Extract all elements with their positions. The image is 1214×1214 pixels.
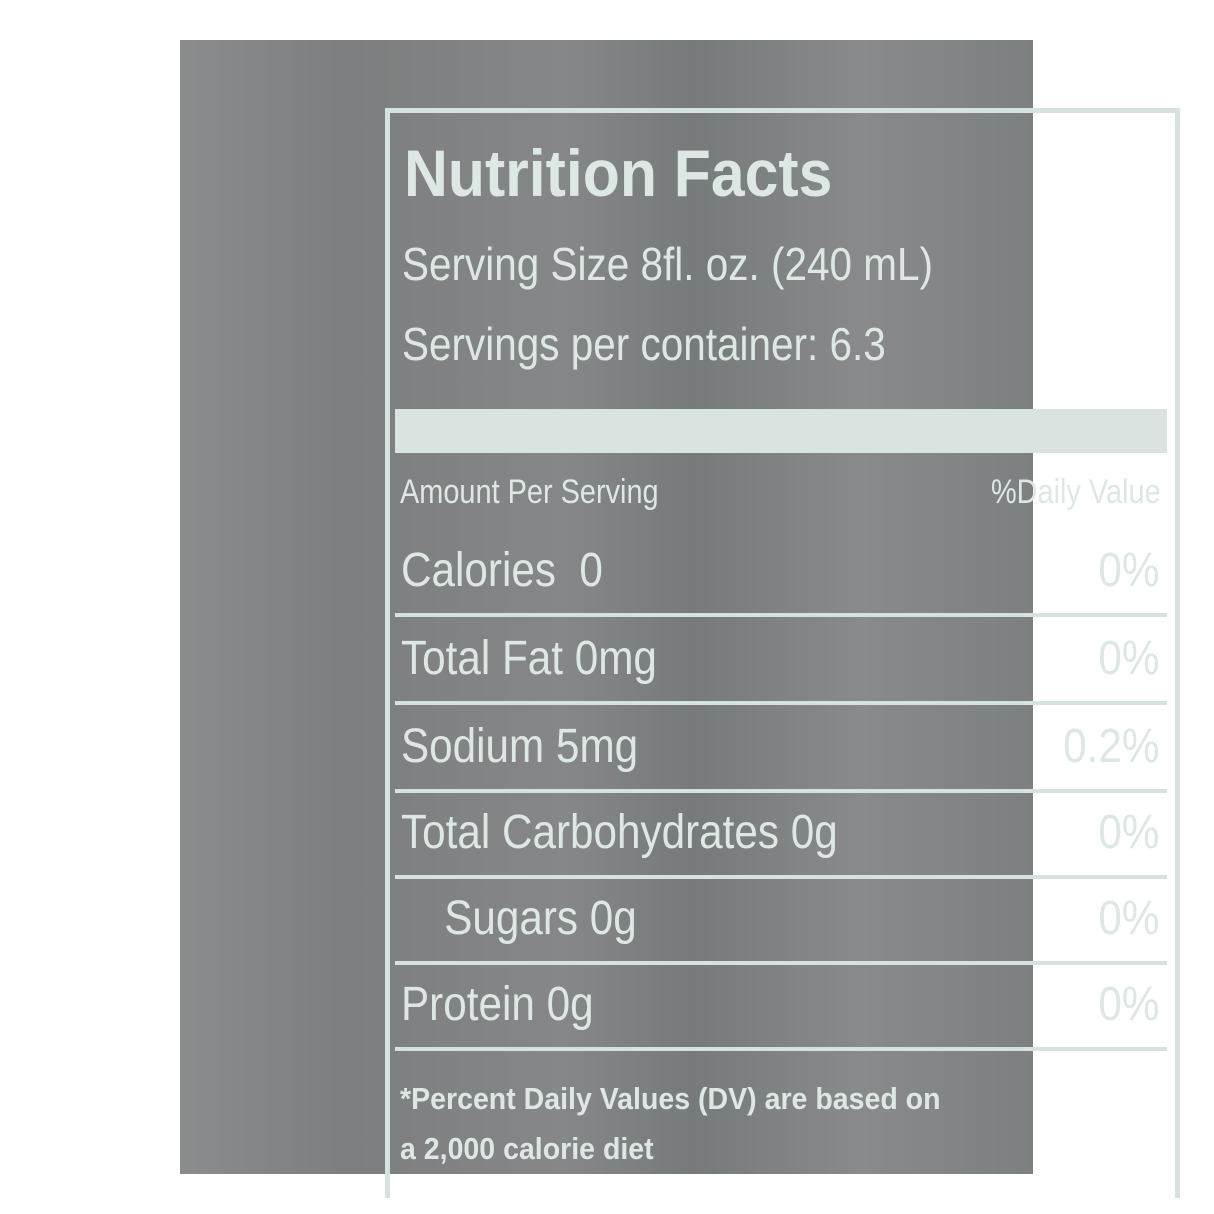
nutrient-name: Sodium 5mg bbox=[401, 720, 639, 773]
amount-header: Amount Per Serving bbox=[400, 473, 659, 511]
nutrient-dv: 0% bbox=[1097, 544, 1159, 597]
nutrient-dv: 0% bbox=[1097, 978, 1159, 1031]
servings-per-container: Servings per container: 6.3 bbox=[402, 318, 886, 370]
nutrient-dv: 0.2% bbox=[1062, 720, 1159, 773]
nutrient-name: Protein 0g bbox=[401, 978, 594, 1031]
thick-divider bbox=[395, 409, 1167, 453]
nutrient-name: Total Carbohydrates 0g bbox=[401, 806, 838, 859]
dv-header: %Daily Value bbox=[991, 473, 1161, 511]
nutrient-name: Total Fat 0mg bbox=[401, 632, 657, 685]
footnote-line-1: *Percent Daily Values (DV) are based on bbox=[400, 1081, 941, 1116]
footnote-line-2: a 2,000 calorie diet bbox=[400, 1131, 654, 1166]
serving-size: Serving Size 8fl. oz. (240 mL) bbox=[402, 238, 933, 290]
nutrient-row: Total Fat 0mg 0% bbox=[395, 617, 1167, 705]
nutrition-facts-panel: Nutrition Facts Serving Size 8fl. oz. (2… bbox=[385, 108, 1180, 1198]
nutrient-row: Calories 0 0% bbox=[395, 529, 1167, 617]
nutrient-dv: 0% bbox=[1097, 806, 1159, 859]
nutrient-name: Calories 0 bbox=[401, 544, 603, 597]
nutrient-row: Total Carbohydrates 0g 0% bbox=[395, 791, 1167, 879]
nutrient-row: Sodium 5mg 0.2% bbox=[395, 705, 1167, 793]
label-photo: Nutrition Facts Serving Size 8fl. oz. (2… bbox=[180, 40, 1180, 1198]
nutrition-title: Nutrition Facts bbox=[404, 136, 833, 210]
nutrient-name: Sugars 0g bbox=[409, 892, 637, 945]
nutrient-dv: 0% bbox=[1097, 632, 1159, 685]
nutrient-row: Protein 0g 0% bbox=[395, 963, 1167, 1051]
nutrient-row: Sugars 0g 0% bbox=[395, 877, 1167, 965]
nutrient-dv: 0% bbox=[1097, 892, 1159, 945]
